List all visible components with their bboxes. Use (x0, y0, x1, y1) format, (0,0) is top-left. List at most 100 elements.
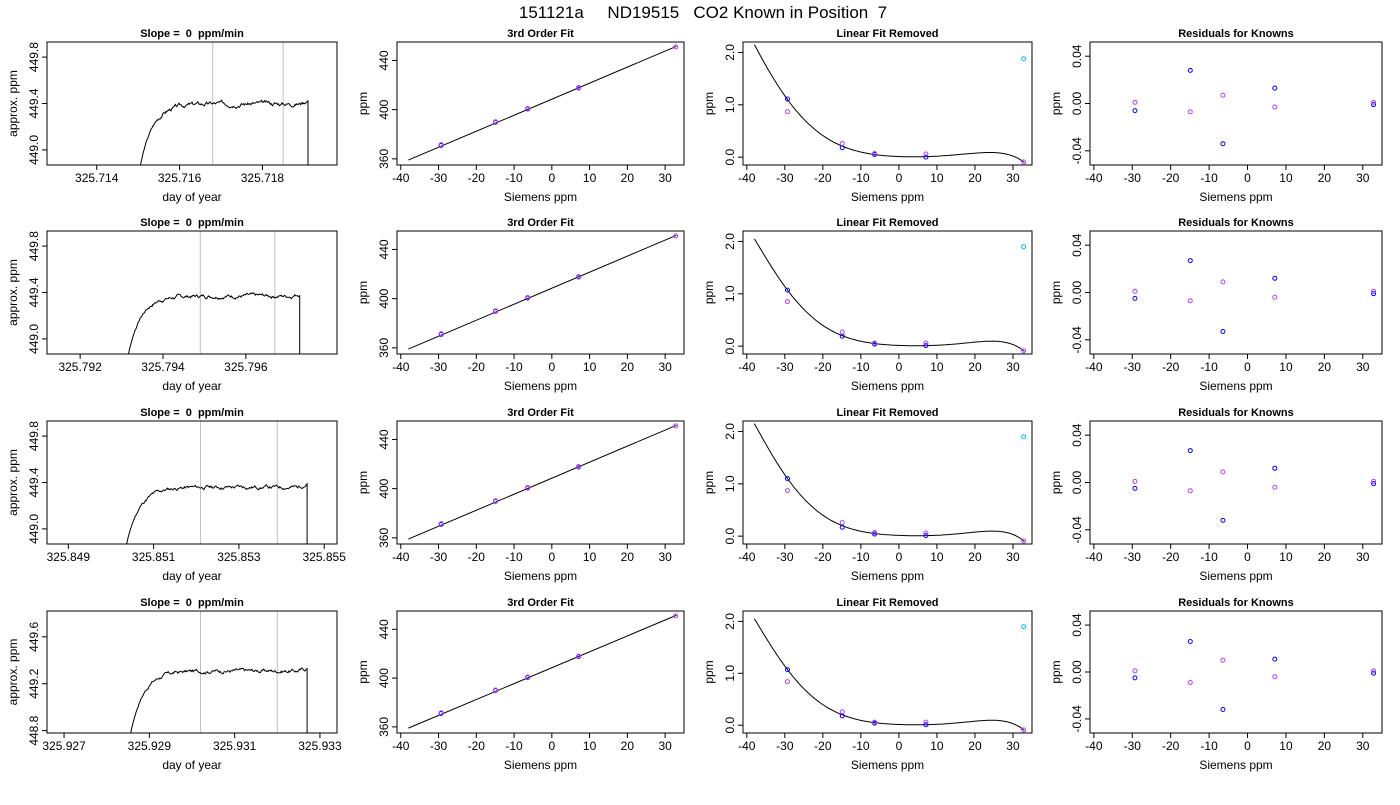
panel-title: 3rd Order Fit (507, 597, 574, 609)
x-tick-label: -20 (468, 171, 486, 185)
panel-0-0: Slope = 0 ppm/min 325.714 325.716 325.718 44… (6, 28, 338, 204)
x-tick-label: 20 (1318, 739, 1332, 753)
data-point (1272, 656, 1278, 662)
data-point (1021, 624, 1027, 630)
x-tick-label: -30 (430, 360, 448, 374)
fit-curve (753, 423, 1025, 542)
x-tick-label: 325.927 (42, 739, 86, 753)
y-tick-label: 440 (377, 239, 391, 259)
x-tick-label: -10 (1200, 360, 1218, 374)
x-tick-label: -30 (1124, 171, 1142, 185)
y-tick-label: 360 (377, 717, 391, 737)
x-tick-label: 325.853 (217, 550, 261, 564)
x-tick-label: 0 (548, 360, 555, 374)
data-point (525, 106, 531, 112)
data-point (839, 520, 845, 526)
plot-area (408, 613, 679, 729)
x-tick-label: -10 (505, 171, 523, 185)
x-tick-label: 30 (1356, 550, 1370, 564)
x-tick-label: 10 (583, 739, 597, 753)
panel-title: Residuals for Knowns (1178, 407, 1294, 419)
fit-line (408, 234, 677, 350)
x-tick-label: 10 (930, 360, 944, 374)
x-axis-label: Siemens ppm (1199, 379, 1272, 393)
x-tick-label: 20 (968, 171, 982, 185)
x-axis-label: day of year (162, 190, 221, 204)
x-tick-label: -30 (776, 171, 794, 185)
x-tick-label: 10 (1279, 360, 1293, 374)
x-tick-label: -40 (738, 739, 756, 753)
y-axis-label: approx. ppm (6, 259, 20, 326)
panel-1-2: Linear Fit Removed -40 -30 -20 -10 0 10 20 30 0.0… (702, 217, 1033, 393)
y-axis-label: approx. ppm (6, 70, 20, 137)
x-tick-label: -10 (852, 739, 870, 753)
y-tick-label: 440 (377, 429, 391, 449)
x-tick-label: -20 (1162, 360, 1180, 374)
x-tick-label: 20 (621, 739, 635, 753)
x-tick-label: -30 (430, 739, 448, 753)
x-tick-label: -10 (505, 360, 523, 374)
data-point (438, 142, 444, 148)
data-point (872, 150, 878, 156)
data-point (923, 530, 929, 536)
y-tick-label: 448.8 (27, 715, 41, 745)
x-tick-label: 325.718 (241, 171, 285, 185)
plot-area (126, 482, 308, 544)
y-tick-label: 400 (377, 288, 391, 308)
y-tick-label: 440 (377, 50, 391, 70)
y-axis-label: ppm (356, 92, 370, 115)
data-point (1132, 295, 1138, 301)
page-title: 151121a ND19515 CO2 Known in Position 7 (519, 3, 887, 22)
panel-0-3: Residuals for Knowns -40 -30 -20 -10 0 10 20 30 -… (1049, 28, 1383, 204)
x-tick-label: -40 (392, 739, 410, 753)
data-point (872, 719, 878, 725)
x-tick-label: 325.933 (298, 739, 342, 753)
plot-area (753, 238, 1027, 354)
panel-title: Slope = 0 ppm/min (140, 407, 244, 419)
x-tick-label: 20 (968, 360, 982, 374)
y-tick-label: 449.8 (27, 42, 41, 72)
fit-curve (753, 618, 1025, 731)
data-point (1272, 294, 1278, 300)
y-tick-label: 2.0 (723, 613, 737, 630)
data-point (1187, 488, 1193, 494)
y-axis-label: approx. ppm (6, 639, 20, 706)
data-point (923, 151, 929, 157)
y-tick-label: 0.04 (1070, 44, 1084, 68)
plot-area (753, 44, 1027, 165)
data-point (923, 533, 929, 539)
x-tick-label: 10 (1279, 550, 1293, 564)
y-tick-label: 2.0 (723, 44, 737, 61)
x-tick-label: -20 (468, 739, 486, 753)
panel-title: Slope = 0 ppm/min (140, 28, 244, 40)
y-axis-label: ppm (1049, 660, 1063, 683)
y-tick-label: 449.0 (27, 514, 41, 544)
y-tick-label: -0.04 (1070, 137, 1084, 165)
y-tick-label: 0.0 (723, 527, 737, 544)
x-axis-label: Siemens ppm (504, 569, 577, 583)
x-tick-label: 30 (1356, 360, 1370, 374)
data-point (438, 521, 444, 527)
y-tick-label: 400 (377, 478, 391, 498)
x-tick-label: 30 (658, 739, 672, 753)
data-point (1220, 141, 1226, 147)
data-point (1021, 348, 1027, 354)
data-point (1187, 639, 1193, 644)
data-point (1272, 104, 1278, 110)
x-tick-label: 20 (968, 550, 982, 564)
data-point (525, 674, 531, 680)
plot-area (1132, 67, 1377, 147)
x-tick-label: 30 (658, 550, 672, 564)
data-point (1371, 99, 1377, 105)
x-tick-label: 10 (930, 171, 944, 185)
x-tick-label: -30 (1124, 739, 1142, 753)
x-axis-label: day of year (162, 758, 221, 772)
x-tick-label: -40 (1085, 739, 1103, 753)
x-tick-label: 10 (930, 739, 944, 753)
x-tick-label: -30 (776, 550, 794, 564)
data-point (1220, 657, 1226, 663)
data-point (1272, 275, 1278, 281)
data-point (1220, 329, 1226, 335)
x-tick-label: -40 (738, 360, 756, 374)
